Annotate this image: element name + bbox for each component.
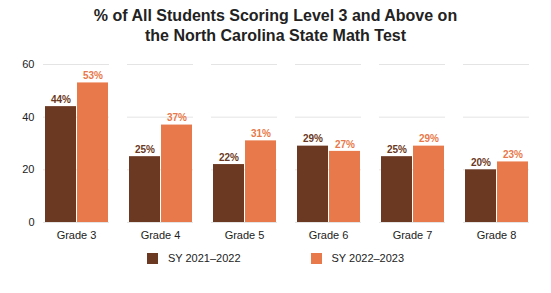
svg-text:60: 60 — [22, 58, 34, 70]
svg-text:40: 40 — [22, 111, 34, 123]
html-text:% of All Students Scoring Leve: % of All Students Scoring Level 3 and Ab… — [93, 7, 458, 44]
svg-text:20%: 20% — [471, 157, 491, 168]
svg-text:Grade 4: Grade 4 — [141, 229, 181, 241]
svg-text:31%: 31% — [251, 128, 271, 139]
svg-text:29%: 29% — [419, 133, 439, 144]
svg-text:Grade 6: Grade 6 — [309, 229, 349, 241]
svg-text:53%: 53% — [83, 70, 103, 81]
svg-text:Grade 5: Grade 5 — [225, 229, 265, 241]
svg-text:Grade 8: Grade 8 — [477, 229, 517, 241]
svg-text:22%: 22% — [219, 152, 239, 163]
svg-text:44%: 44% — [51, 94, 71, 105]
svg-text:0: 0 — [28, 216, 34, 228]
svg-text:23%: 23% — [503, 149, 523, 160]
svg-text:27%: 27% — [335, 139, 355, 150]
svg-text:Grade 7: Grade 7 — [393, 229, 433, 241]
svg-text:Grade 3: Grade 3 — [57, 229, 97, 241]
html-text:SY 2021–2022: SY 2021–2022 — [167, 252, 241, 264]
svg-text:37%: 37% — [167, 112, 187, 123]
svg-text:29%: 29% — [303, 133, 323, 144]
svg-text:20: 20 — [22, 163, 34, 175]
svg-text:25%: 25% — [387, 144, 407, 155]
html-text:SY 2022–2023: SY 2022–2023 — [331, 252, 405, 264]
svg-text:25%: 25% — [135, 144, 155, 155]
